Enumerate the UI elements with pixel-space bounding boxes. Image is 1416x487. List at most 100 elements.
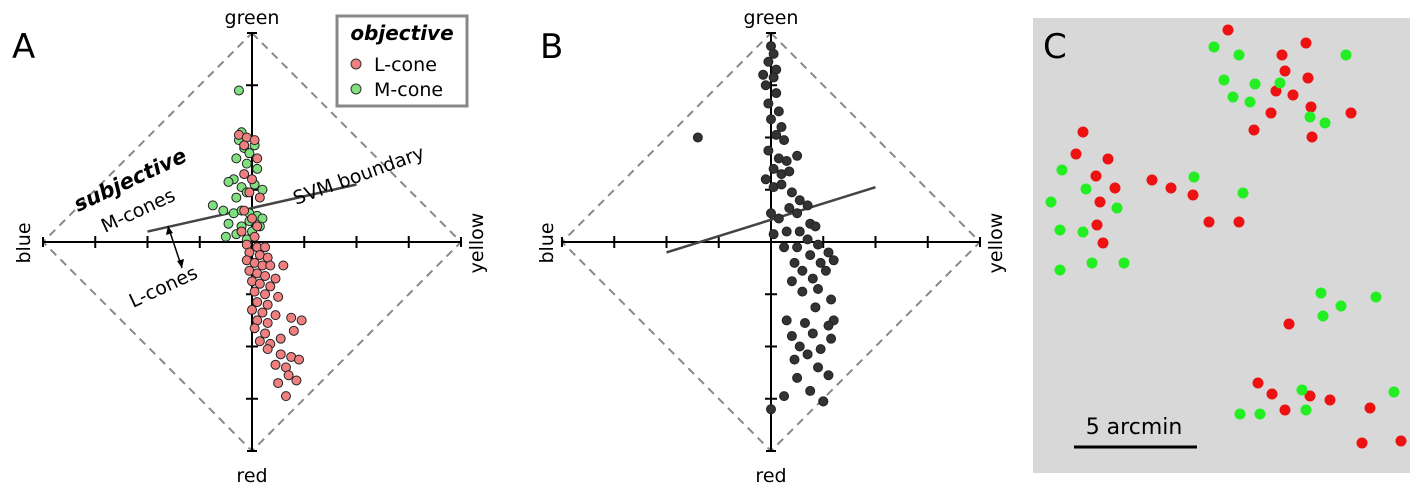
red-cone-dot [1279, 404, 1291, 416]
data-point [792, 150, 803, 161]
svm-boundary-line [147, 183, 357, 233]
data-point [771, 88, 782, 99]
green-cone-dot [1234, 408, 1246, 420]
m-cone-point [231, 192, 242, 203]
l-cone-point [270, 359, 281, 370]
green-cone-dot [1054, 264, 1066, 276]
data-point [802, 234, 813, 245]
data-point [789, 257, 800, 268]
green-cone-dot [1388, 386, 1400, 398]
data-point [786, 187, 797, 198]
data-point [779, 135, 790, 146]
data-point [810, 221, 821, 232]
l-cone-point [260, 289, 271, 300]
red-cone-dot [1300, 37, 1312, 49]
data-point [818, 396, 829, 407]
data-point [797, 265, 808, 276]
panel-c: C 5 arcmin [1033, 18, 1410, 473]
red-cone-dot [1324, 394, 1336, 406]
scale-bar-label: 5 arcmin [1086, 415, 1183, 440]
mosaic-background [1033, 18, 1410, 473]
l-cone-point [275, 333, 286, 344]
l-cone-point [260, 242, 271, 253]
l-cone-point [296, 315, 307, 326]
data-point [766, 114, 776, 125]
top-axis-label: green [225, 7, 280, 29]
data-point [763, 56, 774, 67]
l-cone-point [286, 312, 297, 323]
data-point [807, 328, 818, 339]
red-cone-dot [1265, 107, 1277, 119]
green-cone-dot [1118, 257, 1130, 269]
green-cone-dot [1335, 300, 1347, 312]
left-axis-label: blue [13, 222, 35, 263]
l-cone-point [273, 378, 284, 389]
data-point [786, 276, 797, 287]
l-cone-point [249, 323, 260, 334]
data-point [805, 250, 816, 261]
l-cone-point [278, 260, 289, 271]
legend-marker-l-cone [350, 58, 362, 70]
data-point [797, 286, 808, 297]
m-cone-point [252, 163, 263, 174]
l-cone-point [288, 325, 299, 336]
panel-a-plot [41, 31, 463, 453]
data-point [820, 265, 831, 276]
data-point [771, 129, 782, 140]
red-cone-dot [1304, 390, 1316, 402]
green-cone-dot [1249, 78, 1261, 90]
green-cone-dot [1086, 257, 1098, 269]
l-cone-point [273, 291, 284, 302]
svm-boundary-line [666, 185, 876, 254]
data-point [760, 80, 771, 91]
legend-label-l-cone: L-cone [374, 54, 437, 76]
l-cone-point [260, 270, 271, 281]
l-cone-point [247, 304, 257, 315]
data-point [815, 344, 826, 355]
bottom-axis-label: red [236, 465, 267, 487]
red-cone-dot [1356, 437, 1368, 449]
l-cone-point [249, 286, 260, 297]
green-cone-dot [1218, 74, 1230, 86]
data-point [792, 372, 803, 383]
l-cone-point [239, 205, 250, 216]
data-point [779, 242, 790, 253]
l-cone-point [294, 354, 305, 365]
green-cone-dot [1244, 96, 1256, 108]
data-point [768, 229, 779, 240]
green-cone-dot [1296, 384, 1308, 396]
data-point [781, 315, 792, 326]
m-cone-point [241, 158, 252, 169]
data-point [826, 333, 837, 344]
l-cone-point [262, 299, 273, 310]
green-cone-dot [1300, 404, 1312, 416]
right-axis-label: yellow [985, 213, 1007, 274]
m-cone-point [223, 218, 234, 229]
data-point [792, 242, 803, 253]
red-cone-dot [1364, 402, 1376, 414]
green-cone-dot [1227, 91, 1239, 103]
cone-mosaic [1045, 24, 1407, 449]
red-cone-dot [1146, 174, 1158, 186]
data-point [781, 226, 792, 237]
legend: objective L-cone M-cone [335, 14, 469, 108]
red-cone-dot [1252, 377, 1264, 389]
green-cone-dot [1056, 164, 1068, 176]
l-cone-point [252, 221, 263, 232]
green-cone-dot [1319, 117, 1331, 129]
green-cone-dot [1340, 49, 1352, 61]
l-cone-point [252, 297, 263, 308]
l-cone-point [262, 317, 273, 328]
green-cone-dot [1274, 77, 1286, 89]
l-cone-point [249, 135, 260, 146]
green-cone-dot [1317, 310, 1329, 322]
red-cone-dot [1279, 65, 1291, 77]
m-cone-point [244, 148, 255, 159]
m-cone-point [207, 200, 218, 211]
left-axis-label: blue [536, 222, 558, 263]
red-cone-dot [1222, 24, 1234, 36]
svm-boundary-label: SVM boundary [290, 142, 427, 210]
data-point [779, 391, 790, 402]
red-cone-dot [1165, 182, 1177, 194]
